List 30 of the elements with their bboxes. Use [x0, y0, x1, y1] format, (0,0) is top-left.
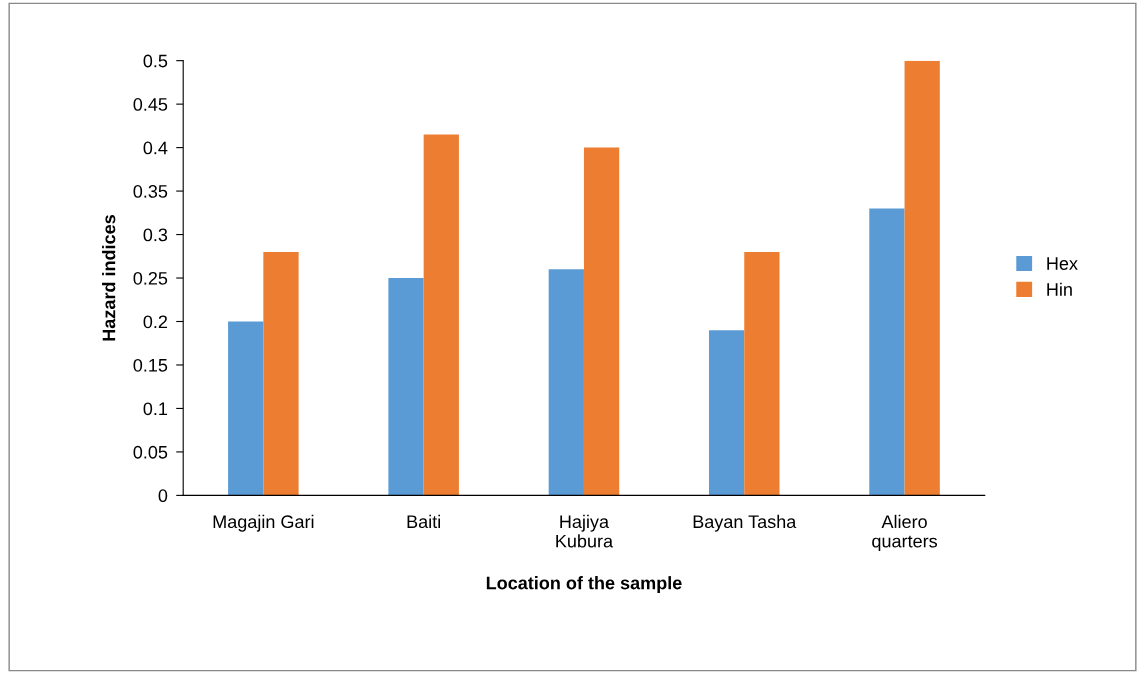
- y-tick-label: 0.25: [133, 271, 168, 285]
- x-axis-title: Location of the sample: [486, 576, 682, 593]
- bar: [583, 147, 620, 496]
- y-tick-label: 0: [158, 489, 168, 503]
- x-tick-label: Bayan Tasha: [693, 514, 797, 532]
- y-tick-label: 0.5: [143, 54, 168, 68]
- bar: [708, 330, 745, 496]
- y-tick-label: 0.15: [133, 358, 168, 372]
- y-tick-label: 0.1: [143, 402, 168, 416]
- y-tick-label: 0.3: [143, 228, 168, 242]
- bar: [263, 251, 299, 496]
- x-tick-label: Aliero quarters: [872, 514, 938, 552]
- y-tick-label: 0.2: [143, 315, 168, 329]
- bar: [423, 134, 459, 496]
- legend-label: Hex: [1047, 257, 1078, 270]
- bar: [869, 208, 905, 496]
- x-tick-label: Hajiya Kubura: [556, 514, 614, 548]
- bar: [548, 269, 584, 496]
- bar: [388, 278, 424, 496]
- y-tick-label: 0.05: [133, 445, 168, 459]
- y-axis-title: Hazard indices: [102, 215, 116, 341]
- y-tick-label: 0.35: [133, 185, 168, 198]
- y-tick-label: 0.45: [133, 98, 168, 111]
- bar: [744, 251, 780, 496]
- bar: [228, 321, 264, 496]
- legend-label: Hin: [1047, 282, 1072, 296]
- x-tick-label: Baiti: [407, 514, 440, 529]
- bar: [904, 60, 940, 496]
- y-tick-label: 0.4: [143, 141, 168, 155]
- x-tick-label: Magajin Gari: [213, 514, 314, 532]
